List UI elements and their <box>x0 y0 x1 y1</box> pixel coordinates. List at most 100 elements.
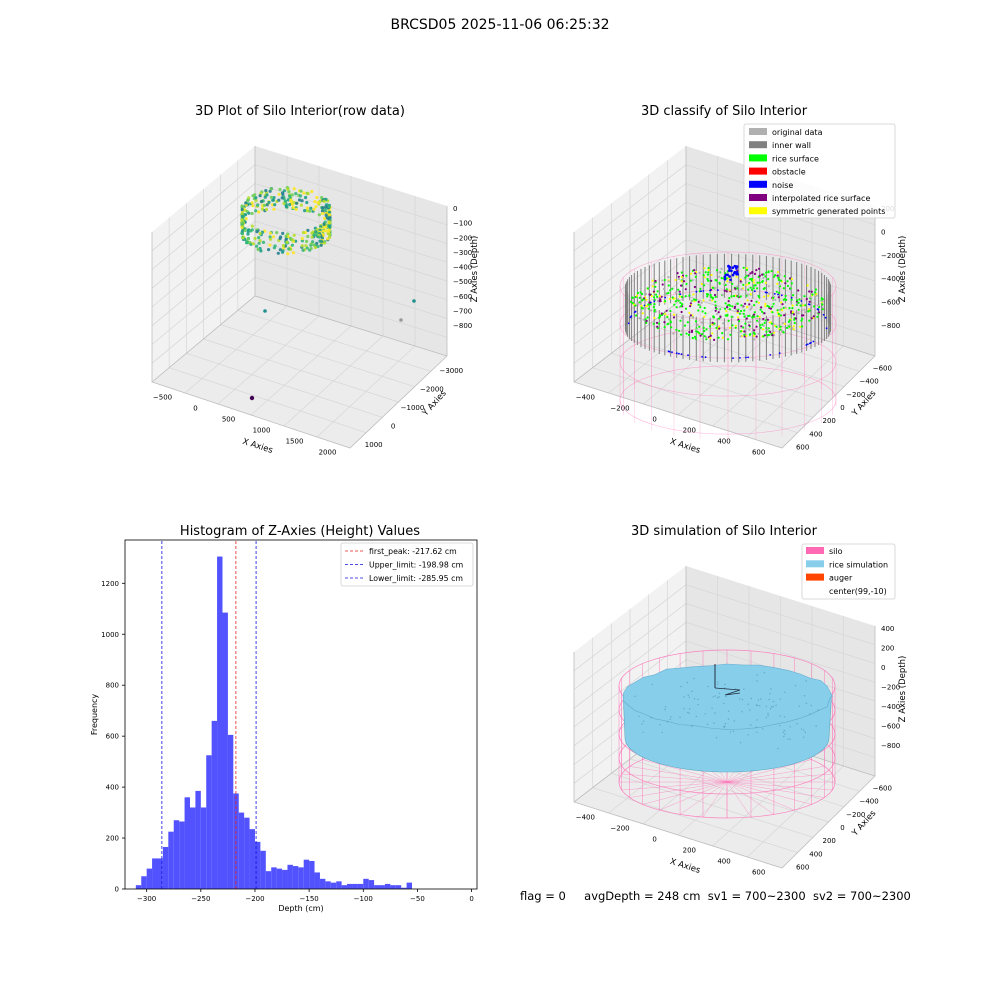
p2-surface-point <box>763 295 766 298</box>
p2-noise-point <box>675 352 678 355</box>
p2-surface-point <box>674 300 677 303</box>
p2-surface-point <box>821 300 824 303</box>
p4-rice-mesh-point <box>687 711 689 714</box>
p2-surface-point <box>762 324 765 327</box>
p2-surface-point <box>639 287 642 290</box>
p2-surface-point <box>680 295 684 298</box>
p2-surface-point <box>742 326 745 329</box>
p4-rice-mesh-point <box>711 707 713 710</box>
p2-surface-point <box>717 311 720 314</box>
p3-histogram-bar <box>406 882 413 889</box>
p2-surface-point <box>764 275 767 278</box>
p4-rice-mesh-point <box>784 691 786 693</box>
p2-surface-point <box>664 300 667 303</box>
p1-data-point <box>244 217 248 221</box>
p2-noise-point <box>643 304 646 307</box>
figure-title: BRCSD05 2025-11-06 06:25:32 <box>390 17 610 33</box>
p2-surface-point <box>675 306 678 309</box>
p1-data-point <box>299 203 303 207</box>
p3-y-tick-label: 200 <box>106 835 119 843</box>
p2-surface-point <box>684 307 688 310</box>
p1-data-point <box>327 216 331 221</box>
p4-rice-mesh-point <box>688 708 691 710</box>
p2-surface-point <box>702 299 705 302</box>
p3-histogram-bar <box>395 885 402 889</box>
p1-data-point <box>321 211 325 216</box>
p2-surface-point <box>766 318 770 321</box>
p3-histogram-bar <box>330 882 337 889</box>
p2-noise-cluster-point <box>733 264 737 268</box>
p4-rice-mesh-point <box>775 704 777 706</box>
p1-data-point <box>282 246 286 250</box>
p1-data-point <box>327 224 331 228</box>
p3-y-tick-label: 0 <box>115 886 119 894</box>
p1-z-tick-label: −600 <box>453 293 472 301</box>
p4-rice-mesh-point <box>805 702 808 704</box>
p2-surface-point <box>762 276 765 280</box>
p2-surface-point <box>674 278 677 282</box>
p1-data-point <box>280 250 285 254</box>
p2-surface-point <box>669 321 673 324</box>
p1-data-point <box>305 209 309 213</box>
p1-data-point <box>257 236 261 240</box>
p2-surface-point <box>821 303 824 306</box>
p2-noise-point <box>766 291 768 294</box>
p2-surface-point <box>695 328 698 331</box>
p2-surface-point <box>809 296 812 299</box>
p2-noise-point <box>709 289 711 292</box>
p1-data-point <box>305 200 309 205</box>
p2-noise-cluster-point <box>723 275 727 279</box>
p4-rice-mesh-point <box>706 723 709 726</box>
p1-data-point <box>273 203 277 207</box>
p2-surface-point <box>686 321 689 324</box>
p4-rice-mesh-point <box>803 729 805 731</box>
p1-data-point <box>243 228 247 232</box>
p2-noise-point <box>702 290 705 292</box>
p2-surface-point <box>739 295 742 298</box>
p4-rice-mesh-point <box>759 705 761 707</box>
p1-data-point <box>268 243 272 247</box>
p2-surface-point <box>783 314 786 317</box>
p1-data-point <box>301 248 305 252</box>
p2-surface-point <box>726 338 730 341</box>
p2-surface-point <box>745 317 748 320</box>
p2-surface-point <box>714 279 717 282</box>
p4-rice-mesh-point <box>716 697 719 699</box>
p3-histogram-bar <box>303 859 310 889</box>
p2-surface-point <box>673 303 676 306</box>
panel4-title: 3D simulation of Silo Interior <box>631 524 817 539</box>
p2-surface-point <box>721 332 724 335</box>
p4-silo-wire-spoke <box>726 773 833 783</box>
p1-data-point <box>308 209 312 213</box>
p2-surface-point <box>768 321 772 324</box>
p2-surface-point <box>777 296 780 299</box>
p2-surface-point <box>694 337 697 340</box>
p2-surface-point <box>718 275 721 278</box>
p1-data-point <box>254 196 258 200</box>
p2-legend-label: noise <box>772 181 793 190</box>
p2-surface-point <box>641 299 644 302</box>
p2-surface-point <box>711 299 714 302</box>
p2-legend-label: original data <box>772 128 823 137</box>
p1-data-point <box>258 231 262 236</box>
p2-surface-point <box>733 306 736 310</box>
p2-surface-point <box>667 276 670 279</box>
p4-rice-mesh-point <box>664 706 667 708</box>
p1-data-point <box>257 241 261 245</box>
p2-surface-point <box>788 307 791 310</box>
p4-legend-swatch <box>806 560 824 568</box>
p2-surface-point <box>740 309 743 313</box>
p2-surface-point <box>714 295 717 298</box>
p3-x-tick-label: −50 <box>410 895 425 903</box>
p2-surface-point <box>635 314 638 317</box>
p4-rice-mesh-point <box>755 704 758 706</box>
p1-data-point <box>240 211 244 215</box>
panel2-title: 3D classify of Silo Interior <box>640 104 808 119</box>
p1-y-tick-label: −2000 <box>420 386 444 394</box>
p2-surface-point <box>647 303 650 306</box>
p2-surface-point <box>730 295 733 298</box>
p1-data-point <box>289 200 293 204</box>
p2-surface-point <box>702 274 705 277</box>
p3-histogram-bar <box>325 881 331 889</box>
p2-surface-point <box>756 287 759 290</box>
